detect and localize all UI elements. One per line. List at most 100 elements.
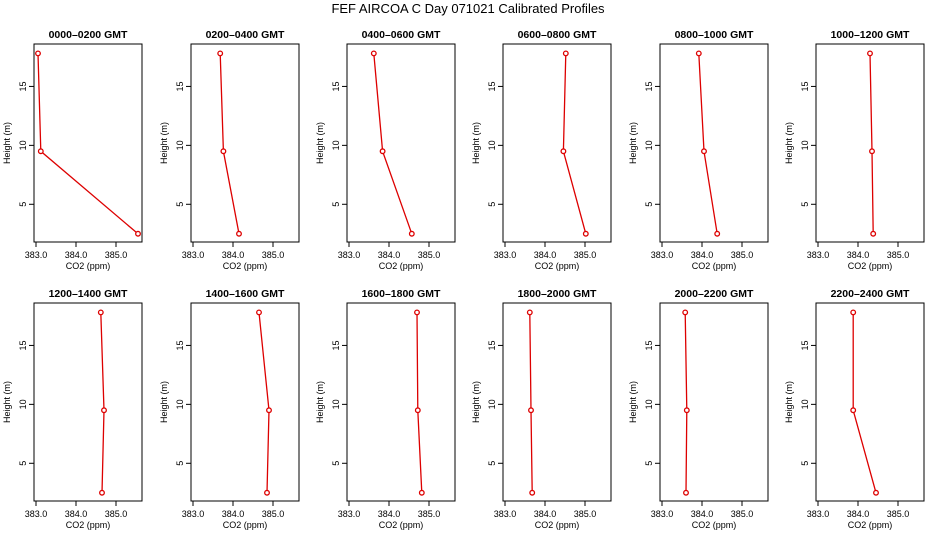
x-axis-label: CO2 (ppm): [379, 520, 424, 530]
data-point: [560, 148, 567, 155]
y-tick-label: 15: [175, 81, 185, 91]
x-tick-label: 385.0: [262, 509, 285, 519]
x-tick-label: 385.0: [887, 250, 910, 260]
data-point: [682, 309, 689, 316]
data-point: [529, 489, 536, 496]
y-tick-label: 5: [18, 202, 28, 207]
data-point: [370, 50, 377, 57]
x-axis-label: CO2 (ppm): [66, 261, 111, 271]
x-axis-label: CO2 (ppm): [66, 520, 111, 530]
panel-title: 0800–1000 GMT: [675, 29, 754, 41]
x-tick-label: 385.0: [105, 509, 128, 519]
data-point: [379, 148, 386, 155]
x-tick-label: 383.0: [25, 250, 48, 260]
y-tick-label: 5: [331, 202, 341, 207]
y-axis-label: Height (m): [159, 381, 169, 423]
y-tick-label: 5: [800, 461, 810, 466]
panel-title: 0000–0200 GMT: [49, 29, 128, 41]
y-tick-label: 5: [18, 461, 28, 466]
panel-title: 2000–2200 GMT: [675, 288, 754, 300]
x-tick-label: 384.0: [691, 250, 714, 260]
x-tick-label: 383.0: [807, 250, 830, 260]
y-tick-label: 15: [331, 81, 341, 91]
data-point: [97, 309, 104, 316]
y-tick-label: 10: [331, 399, 341, 409]
y-tick-label: 10: [175, 140, 185, 150]
x-axis-label: CO2 (ppm): [692, 520, 737, 530]
x-axis-label: CO2 (ppm): [848, 261, 893, 271]
panel-title: 1600–1800 GMT: [362, 288, 441, 300]
y-tick-label: 5: [175, 202, 185, 207]
x-tick-label: 385.0: [418, 250, 441, 260]
panel-title: 1200–1400 GMT: [49, 288, 128, 300]
figure-title: FEF AIRCOA C Day 071021 Calibrated Profi…: [331, 1, 605, 16]
x-tick-label: 383.0: [338, 250, 361, 260]
profile-line: [100, 312, 105, 493]
y-tick-label: 10: [487, 140, 497, 150]
data-point: [528, 407, 534, 414]
y-axis-label: Height (m): [471, 122, 481, 164]
y-tick-label: 10: [18, 399, 28, 409]
x-axis-label: CO2 (ppm): [535, 261, 580, 271]
y-tick-label: 15: [800, 81, 810, 91]
panel-title: 0600–0800 GMT: [518, 29, 597, 41]
x-tick-label: 385.0: [418, 509, 441, 519]
data-point: [562, 50, 569, 57]
plot-frame: [346, 43, 456, 243]
data-point: [869, 148, 875, 155]
x-tick-label: 384.0: [65, 509, 88, 519]
panel-title: 1400–1600 GMT: [206, 288, 285, 300]
profile-line: [698, 53, 718, 234]
y-tick-label: 10: [644, 140, 654, 150]
data-point: [873, 489, 879, 496]
x-tick-label: 384.0: [222, 509, 245, 519]
x-tick-label: 384.0: [847, 250, 870, 260]
y-axis-label: Height (m): [2, 122, 12, 164]
x-tick-label: 384.0: [534, 509, 557, 519]
profile-line: [529, 312, 533, 493]
panel-title: 2200–2400 GMT: [831, 288, 910, 300]
plot-frame: [815, 302, 925, 502]
panel-title: 0400–0600 GMT: [362, 29, 441, 41]
data-point: [414, 309, 420, 316]
x-tick-label: 383.0: [494, 250, 517, 260]
x-tick-label: 384.0: [534, 250, 557, 260]
data-point: [101, 407, 107, 414]
y-tick-label: 15: [331, 340, 341, 350]
x-axis-label: CO2 (ppm): [223, 520, 268, 530]
y-tick-label: 5: [487, 461, 497, 466]
data-point: [135, 230, 141, 237]
y-axis-label: Height (m): [159, 122, 169, 164]
x-tick-label: 383.0: [25, 509, 48, 519]
data-point: [236, 230, 242, 237]
y-tick-label: 10: [175, 399, 185, 409]
profile-line: [684, 312, 688, 493]
x-tick-label: 383.0: [807, 509, 830, 519]
y-tick-label: 15: [800, 340, 810, 350]
data-point: [217, 50, 224, 57]
profile-line: [37, 53, 139, 235]
x-tick-label: 383.0: [182, 250, 205, 260]
x-tick-label: 383.0: [338, 509, 361, 519]
y-tick-label: 10: [331, 140, 341, 150]
data-point: [867, 50, 873, 57]
x-tick-label: 384.0: [378, 509, 401, 519]
profile-line: [219, 53, 240, 234]
profile-line: [416, 312, 423, 493]
y-tick-label: 5: [644, 202, 654, 207]
x-tick-label: 385.0: [731, 250, 754, 260]
x-tick-label: 383.0: [651, 250, 674, 260]
x-tick-label: 385.0: [262, 250, 285, 260]
y-tick-label: 15: [487, 81, 497, 91]
y-tick-label: 5: [800, 202, 810, 207]
y-tick-label: 5: [331, 461, 341, 466]
plot-frame: [659, 302, 769, 502]
data-point: [256, 309, 262, 316]
x-axis-label: CO2 (ppm): [223, 261, 268, 271]
data-point: [701, 148, 707, 155]
plot-frame: [190, 43, 300, 243]
data-point: [850, 407, 857, 414]
data-point: [35, 50, 41, 57]
data-point: [408, 230, 415, 237]
y-tick-label: 10: [487, 399, 497, 409]
